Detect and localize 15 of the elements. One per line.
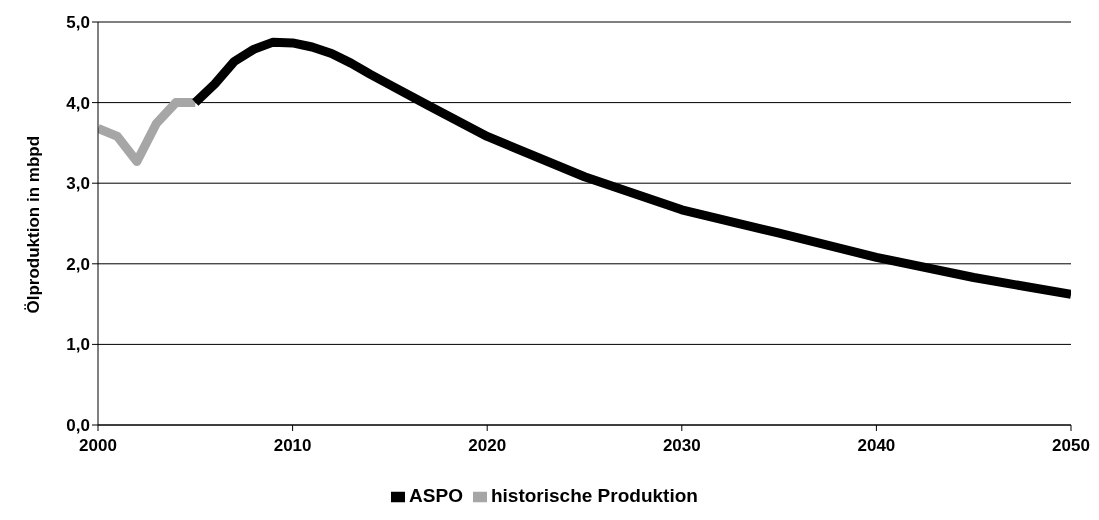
y-tick-label: 1,0 [66,335,90,355]
y-tick-label: 4,0 [66,93,90,113]
legend-label: historische Produktion [490,485,698,506]
x-tick-label: 2000 [79,436,117,456]
y-tick-label: 5,0 [66,13,90,33]
x-tick-label: 2040 [857,436,896,456]
y-tick-label: 2,0 [66,254,90,274]
legend-label: ASPO [409,485,463,506]
x-tick-label: 2030 [662,436,701,456]
y-tick-label: 0,0 [66,416,90,436]
x-tick-label: 2020 [468,436,507,456]
y-axis-title: Ölproduktion in mbpd [24,135,44,314]
x-tick-label: 2010 [273,436,312,456]
y-tick-label: 3,0 [66,174,90,194]
x-tick-label: 2050 [1052,436,1090,456]
